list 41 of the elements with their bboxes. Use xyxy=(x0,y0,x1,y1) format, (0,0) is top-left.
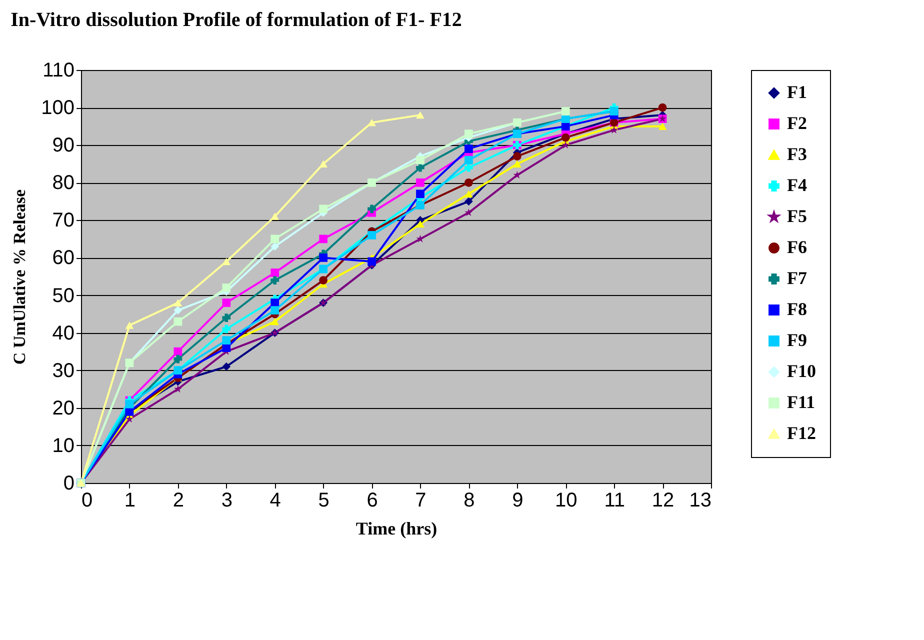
legend-label: F7 xyxy=(787,268,807,288)
legend-label: F5 xyxy=(787,206,807,226)
y-tick-label: 50 xyxy=(52,284,74,307)
x-tick-label: 13 xyxy=(689,490,712,512)
y-tick-label: 60 xyxy=(52,247,74,270)
y-tick-label: 0 xyxy=(63,472,74,494)
x-axis-title: Time (hrs) xyxy=(356,518,438,538)
x-tick-label: 11 xyxy=(604,490,625,512)
legend-label: F12 xyxy=(787,423,816,443)
legend-label: F8 xyxy=(787,299,807,319)
x-tick-label: 9 xyxy=(512,490,524,512)
legend-label: F1 xyxy=(787,82,807,102)
y-tick-label: 100 xyxy=(41,97,74,120)
y-tick-label: 10 xyxy=(52,434,74,457)
legend-label: F9 xyxy=(787,330,807,350)
y-tick-label: 110 xyxy=(42,60,74,82)
legend-label: F3 xyxy=(787,144,807,164)
y-tick-label: 90 xyxy=(52,134,74,157)
y-tick-label: 70 xyxy=(52,210,74,232)
x-tick-label: 3 xyxy=(221,490,232,512)
y-tick-label: 20 xyxy=(52,397,74,420)
x-tick-label: 2 xyxy=(172,490,184,512)
x-tick-label: 7 xyxy=(415,490,426,512)
y-tick-label: 80 xyxy=(52,172,74,194)
legend-label: F2 xyxy=(787,113,807,133)
legend-label: F4 xyxy=(787,175,807,195)
legend-label: F10 xyxy=(787,361,816,381)
x-tick-label: 5 xyxy=(318,490,330,512)
y-tick-label: 30 xyxy=(52,360,74,382)
legend-label: F6 xyxy=(787,237,807,257)
x-tick-label: 1 xyxy=(124,490,136,512)
x-tick-label: 12 xyxy=(652,490,674,512)
chart-title: In-Vitro dissolution Profile of formulation of F1- F12 xyxy=(10,9,462,31)
x-tick-label: 0 xyxy=(82,490,93,512)
y-tick-label: 40 xyxy=(52,322,74,344)
x-tick-label: 4 xyxy=(270,490,281,512)
y-axis-title: C UmUlative % Release xyxy=(10,188,30,365)
legend-label: F11 xyxy=(787,392,816,412)
x-tick-label: 10 xyxy=(554,490,578,512)
x-tick-label: 8 xyxy=(464,490,475,512)
x-tick-label: 6 xyxy=(366,490,378,512)
